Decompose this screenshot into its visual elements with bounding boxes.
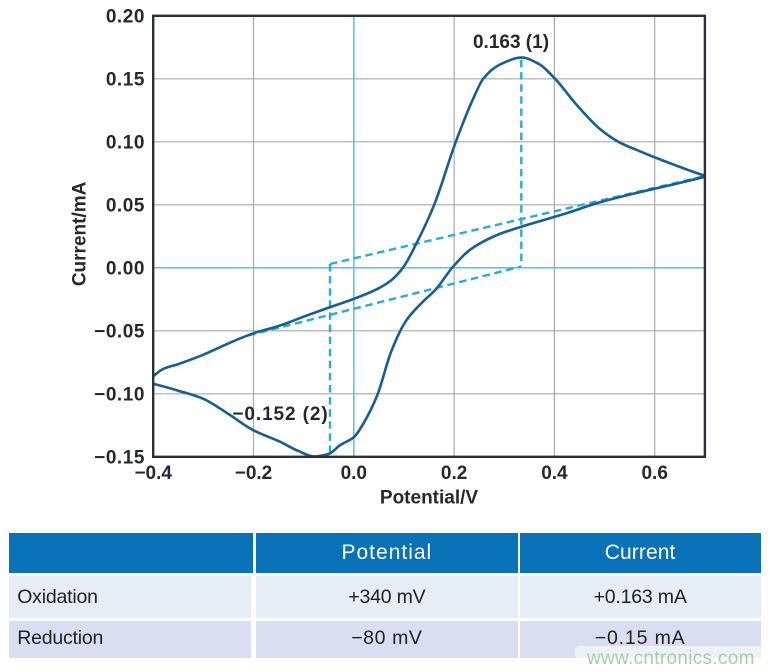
svg-text:0.10: 0.10 bbox=[106, 133, 145, 154]
svg-text:−0.2: −0.2 bbox=[235, 463, 273, 484]
svg-text:0.05: 0.05 bbox=[106, 196, 145, 217]
svg-text:Current/mA: Current/mA bbox=[69, 181, 90, 286]
svg-text:0.0: 0.0 bbox=[341, 463, 367, 484]
svg-text:0.20: 0.20 bbox=[106, 7, 145, 28]
svg-text:0.00: 0.00 bbox=[106, 259, 145, 280]
svg-text:0.15: 0.15 bbox=[106, 70, 145, 91]
svg-text:−0.15: −0.15 bbox=[94, 448, 145, 469]
svg-text:0.2: 0.2 bbox=[441, 463, 467, 484]
svg-text:Potential/V: Potential/V bbox=[380, 487, 479, 508]
svg-text:−0.10: −0.10 bbox=[94, 385, 145, 406]
svg-text:−0.05: −0.05 bbox=[94, 322, 145, 343]
svg-text:−0.4: −0.4 bbox=[134, 463, 172, 484]
svg-text:−0.152 (2): −0.152 (2) bbox=[232, 404, 328, 425]
svg-text:0.163 (1): 0.163 (1) bbox=[473, 32, 549, 53]
svg-text:0.4: 0.4 bbox=[541, 463, 568, 484]
svg-text:0.6: 0.6 bbox=[641, 463, 667, 484]
